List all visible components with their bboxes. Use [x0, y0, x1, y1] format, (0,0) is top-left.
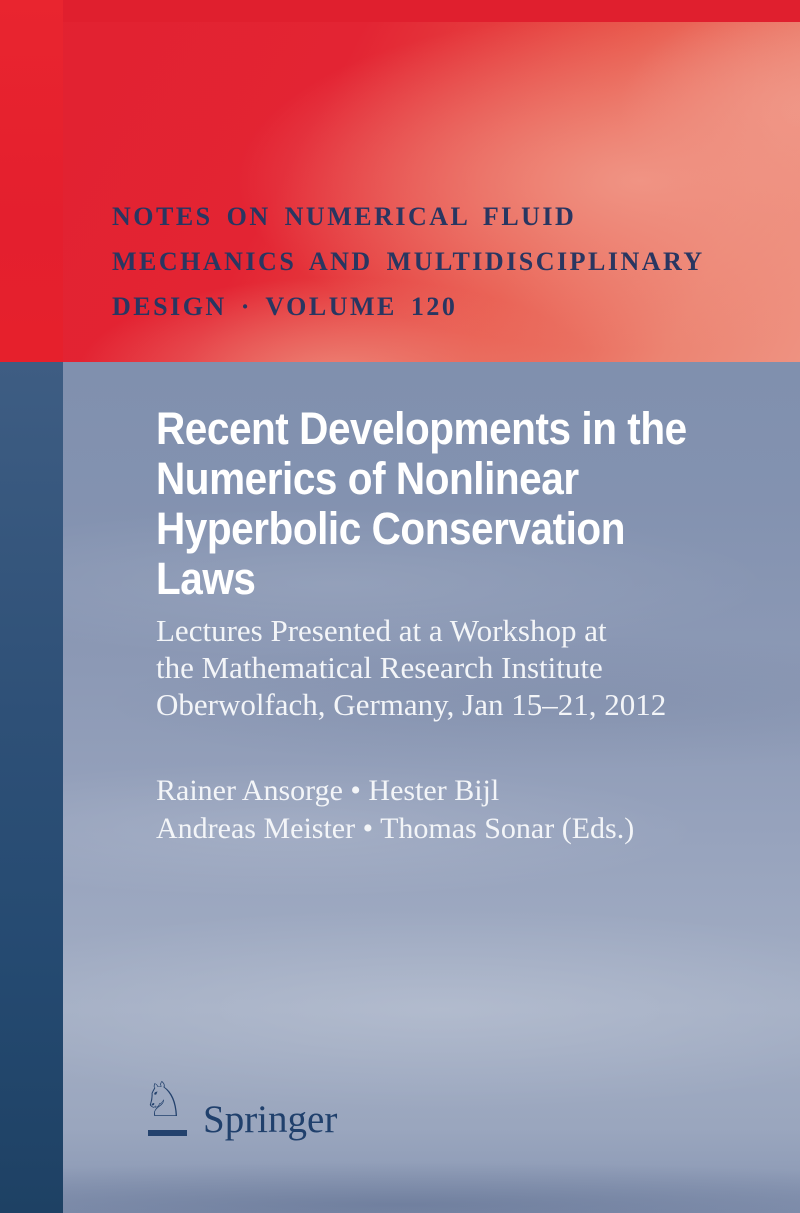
book-subtitle-line: Lectures Presented at a Workshop at [156, 613, 607, 648]
series-band: NOTES ON NUMERICAL FLUID MECHANICS AND M… [0, 0, 800, 362]
book-editors: Rainer Ansorge • Hester Bijl Andreas Mei… [156, 772, 776, 848]
book-title-line: Recent Developments in the [156, 403, 687, 454]
red-top-strip [0, 0, 800, 22]
book-title: Recent Developments in the Numerics of N… [156, 404, 796, 604]
book-title-line: Hyperbolic Conservation Laws [156, 503, 626, 604]
main-band: Recent Developments in the Numerics of N… [0, 362, 800, 1213]
book-subtitle-line: Oberwolfach, Germany, Jan 15–21, 2012 [156, 687, 667, 722]
series-title-line: NOTES ON NUMERICAL FLUID [112, 201, 577, 231]
springer-logo-bar [148, 1130, 187, 1136]
book-subtitle: Lectures Presented at a Workshop at the … [156, 612, 776, 723]
left-accent-strip-blue [0, 362, 63, 1213]
left-accent-strip-red [0, 0, 63, 362]
series-title: NOTES ON NUMERICAL FLUID MECHANICS AND M… [112, 194, 772, 329]
book-title-line: Numerics of Nonlinear [156, 453, 579, 504]
springer-knight-icon: ♘ [142, 1072, 186, 1128]
book-subtitle-line: the Mathematical Research Institute [156, 650, 603, 685]
editors-line: Andreas Meister • Thomas Sonar (Eds.) [156, 812, 635, 845]
publisher-name: Springer [203, 1098, 338, 1141]
editors-line: Rainer Ansorge • Hester Bijl [156, 774, 500, 807]
series-title-line: DESIGN · VOLUME 120 [112, 291, 458, 321]
series-title-line: MECHANICS AND MULTIDISCIPLINARY [112, 246, 705, 276]
